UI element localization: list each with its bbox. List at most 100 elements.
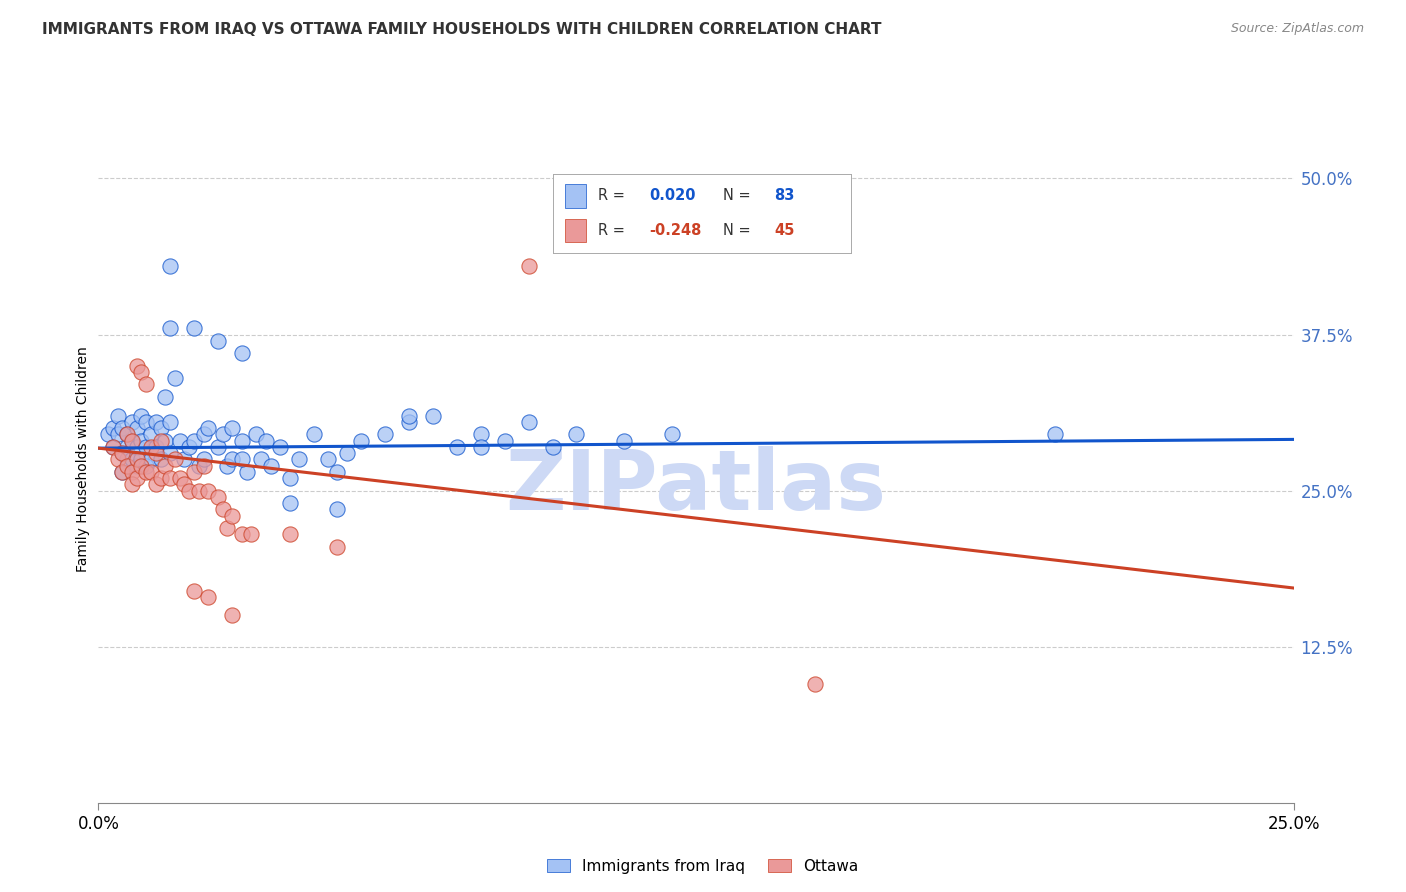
Point: [125, 471, 148, 485]
Point: [145, 415, 167, 429]
Point: [221, 421, 243, 435]
Point: [111, 465, 134, 479]
Text: R =: R =: [598, 188, 630, 203]
Point: [179, 440, 201, 454]
Text: N =: N =: [724, 188, 755, 203]
Point: [240, 527, 263, 541]
Point: [115, 458, 138, 473]
Point: [183, 583, 205, 598]
Point: [183, 434, 205, 448]
Point: [149, 471, 172, 485]
Point: [278, 527, 301, 541]
Point: [326, 502, 349, 516]
Point: [470, 427, 492, 442]
Point: [121, 434, 143, 448]
Point: [131, 434, 153, 448]
Point: [121, 477, 143, 491]
Point: [155, 458, 177, 473]
Point: [135, 440, 157, 454]
Point: [155, 434, 177, 448]
Point: [111, 421, 134, 435]
Point: [259, 458, 281, 473]
Text: 45: 45: [775, 223, 794, 238]
Point: [125, 440, 148, 454]
Point: [115, 452, 138, 467]
Point: [1043, 427, 1066, 442]
Point: [163, 371, 186, 385]
Point: [183, 465, 205, 479]
Point: [245, 427, 267, 442]
Point: [121, 434, 143, 448]
Point: [316, 452, 339, 467]
Point: [235, 465, 257, 479]
Point: [231, 452, 253, 467]
Point: [159, 446, 181, 460]
Point: [139, 440, 162, 454]
Point: [326, 465, 349, 479]
Point: [804, 677, 827, 691]
Point: [159, 415, 181, 429]
Point: [135, 415, 157, 429]
Point: [288, 452, 311, 467]
Point: [217, 521, 239, 535]
Point: [101, 440, 124, 454]
Point: [131, 409, 153, 423]
Point: [278, 471, 301, 485]
Point: [221, 508, 243, 523]
Point: [155, 390, 177, 404]
Point: [179, 483, 201, 498]
Point: [398, 409, 420, 423]
Point: [517, 259, 540, 273]
Point: [278, 496, 301, 510]
Point: [197, 483, 219, 498]
Point: [350, 434, 373, 448]
Point: [159, 321, 181, 335]
Point: [446, 440, 468, 454]
Point: [661, 427, 683, 442]
Point: [169, 471, 191, 485]
Point: [422, 409, 444, 423]
Point: [149, 434, 172, 448]
Point: [131, 452, 153, 467]
Point: [149, 452, 172, 467]
Point: [135, 458, 157, 473]
Y-axis label: Family Households with Children: Family Households with Children: [76, 346, 90, 573]
Point: [121, 465, 143, 479]
Point: [517, 415, 540, 429]
Point: [139, 427, 162, 442]
Point: [231, 527, 253, 541]
Point: [139, 465, 162, 479]
Point: [336, 446, 359, 460]
Point: [131, 365, 153, 379]
Text: 0.020: 0.020: [648, 188, 695, 203]
Point: [207, 334, 229, 348]
Point: [125, 458, 148, 473]
Point: [197, 590, 219, 604]
Point: [231, 434, 253, 448]
Point: [101, 421, 124, 435]
Point: [115, 440, 138, 454]
Point: [97, 427, 120, 442]
Point: [107, 452, 129, 467]
Point: [173, 452, 195, 467]
Point: [135, 465, 157, 479]
Point: [145, 477, 167, 491]
Point: [107, 427, 129, 442]
Point: [326, 540, 349, 554]
Point: [254, 434, 277, 448]
Text: IMMIGRANTS FROM IRAQ VS OTTAWA FAMILY HOUSEHOLDS WITH CHILDREN CORRELATION CHART: IMMIGRANTS FROM IRAQ VS OTTAWA FAMILY HO…: [42, 22, 882, 37]
Point: [302, 427, 325, 442]
Point: [145, 440, 167, 454]
Point: [193, 452, 215, 467]
Point: [121, 452, 143, 467]
Point: [193, 427, 215, 442]
Point: [250, 452, 273, 467]
Point: [221, 608, 243, 623]
Point: [565, 427, 588, 442]
Point: [111, 446, 134, 460]
Point: [193, 458, 215, 473]
Point: [159, 259, 181, 273]
Text: N =: N =: [724, 223, 755, 238]
Point: [187, 483, 209, 498]
Point: [125, 452, 148, 467]
